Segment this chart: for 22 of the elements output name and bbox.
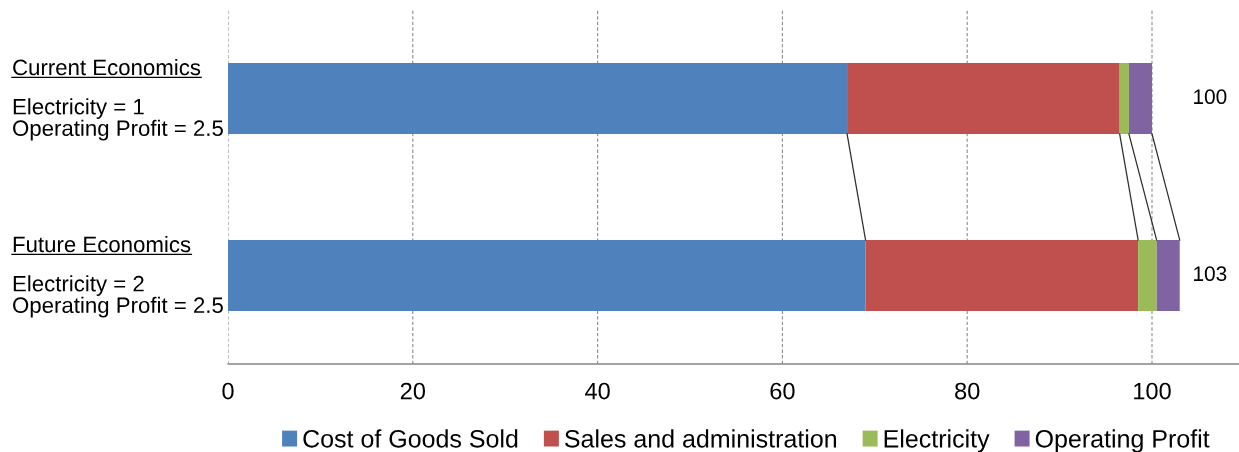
legend-label: Electricity xyxy=(884,429,990,452)
bar xyxy=(1138,240,1157,311)
y-tick-label: Current Economics Electricity = 1 Operating Profit = 2.5 xyxy=(13,58,223,141)
bar xyxy=(847,63,1120,134)
bar xyxy=(1128,63,1152,134)
x-tick-label: 20 xyxy=(400,382,426,400)
legend-label: Cost of Goods Sold xyxy=(303,429,518,448)
x-tick-label: 80 xyxy=(955,382,980,400)
x-tick-label: 60 xyxy=(770,382,795,400)
y-tick-label: Future Economics Electricity = 2 Operating Profit = 2.5 xyxy=(13,235,223,318)
bar xyxy=(228,240,866,311)
total-label: 103 xyxy=(1194,266,1227,282)
x-tick-label: 100 xyxy=(1134,382,1171,400)
bar xyxy=(1156,240,1180,311)
legend-label: Sales and administration xyxy=(565,429,837,448)
total-label: 100 xyxy=(1194,89,1227,105)
bar xyxy=(865,240,1139,311)
x-tick-label: 40 xyxy=(585,382,610,400)
legend-label: Operating Profit xyxy=(1035,429,1210,452)
bar xyxy=(228,63,848,134)
x-tick-label: 0 xyxy=(222,382,234,400)
bar xyxy=(1119,63,1129,134)
